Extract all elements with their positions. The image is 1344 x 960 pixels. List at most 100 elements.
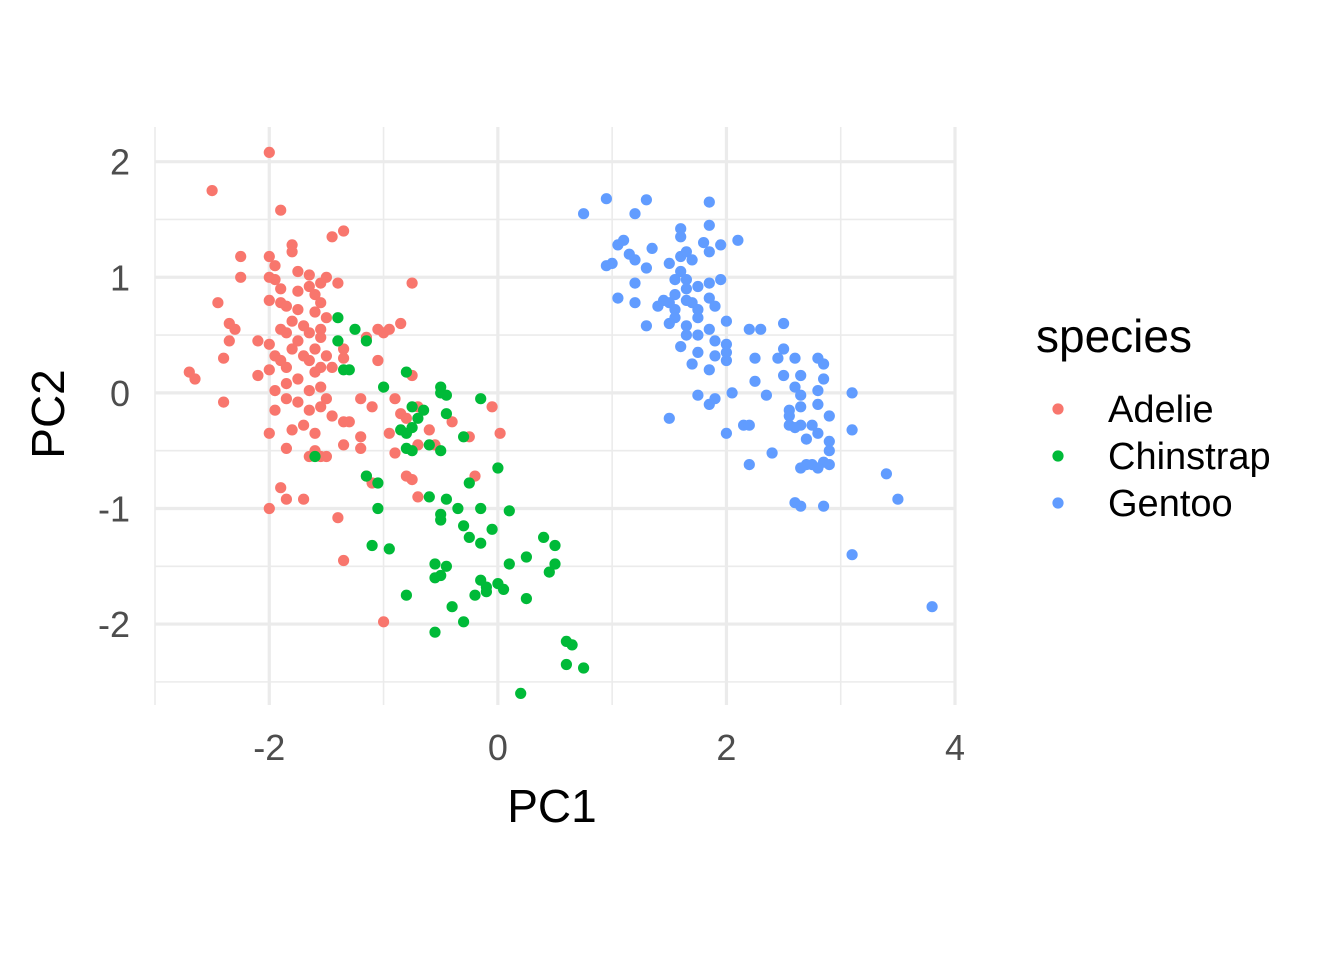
- chinstrap-point: [429, 572, 441, 584]
- gentoo-point: [818, 358, 830, 370]
- gentoo-point: [680, 320, 693, 332]
- adelie-point: [235, 250, 247, 263]
- chinstrap-point: [463, 531, 475, 544]
- gentoo-point: [692, 312, 704, 324]
- gentoo-point: [778, 343, 790, 355]
- adelie-point: [486, 401, 498, 413]
- gentoo-point: [703, 246, 715, 258]
- chinstrap-point: [412, 412, 424, 424]
- chinstrap-point: [383, 543, 395, 555]
- gentoo-point: [749, 375, 761, 387]
- gentoo-point: [640, 320, 653, 332]
- adelie-point: [309, 366, 321, 378]
- adelie-point: [275, 283, 287, 295]
- gentoo-point: [629, 254, 641, 266]
- gentoo-point: [926, 601, 938, 613]
- adelie-point: [494, 427, 506, 439]
- gentoo-point: [823, 410, 835, 422]
- gentoo-point: [812, 398, 824, 410]
- gentoo-point: [720, 427, 733, 439]
- adelie-point: [366, 401, 378, 413]
- adelie-point: [383, 427, 395, 439]
- gentoo-point: [709, 350, 721, 362]
- adelie-point: [372, 354, 384, 367]
- adelie-point: [315, 381, 327, 393]
- chinstrap-point: [492, 462, 504, 474]
- gentoo-point: [846, 549, 858, 561]
- chinstrap-point: [475, 502, 487, 515]
- y-tick-label: 1: [110, 257, 130, 298]
- chinstrap-point: [520, 551, 533, 563]
- adelie-point: [286, 246, 298, 258]
- adelie-point: [212, 297, 224, 309]
- adelie-point: [269, 404, 281, 416]
- adelie-point: [389, 393, 401, 405]
- chinstrap-point: [400, 589, 412, 601]
- adelie-point: [303, 269, 315, 281]
- adelie-point: [309, 343, 321, 355]
- adelie-point: [292, 285, 304, 297]
- gentoo-point: [680, 246, 693, 258]
- adelie-point: [298, 493, 310, 505]
- gentoo-point: [663, 412, 675, 424]
- adelie-point: [383, 323, 395, 335]
- adelie-point: [315, 323, 327, 335]
- gentoo-point: [818, 500, 830, 512]
- adelie-point: [263, 250, 275, 263]
- adelie-point: [338, 225, 350, 237]
- adelie-point: [338, 352, 350, 364]
- adelie-point: [332, 277, 344, 289]
- x-tick-label: -2: [253, 727, 285, 768]
- adelie-point: [338, 439, 350, 451]
- gentoo-point: [789, 381, 801, 393]
- chinstrap-point: [520, 593, 533, 605]
- chinstrap-point: [360, 335, 372, 347]
- gentoo-point: [675, 223, 687, 235]
- adelie-point: [269, 385, 281, 397]
- adelie-point: [263, 338, 275, 350]
- gentoo-point: [629, 297, 641, 309]
- adelie-point: [355, 431, 367, 443]
- chinstrap-point: [458, 520, 470, 532]
- gentoo-point: [663, 257, 675, 269]
- x-tick-label: 2: [716, 727, 736, 768]
- y-tick-label: 0: [110, 373, 130, 414]
- gentoo-point: [640, 262, 653, 274]
- adelie-point: [252, 335, 264, 347]
- gentoo-point: [709, 335, 721, 347]
- adelie-point: [263, 427, 275, 439]
- gentoo-point: [675, 341, 687, 353]
- chinstrap-point: [503, 505, 515, 517]
- adelie-point: [223, 335, 235, 347]
- chinstrap-point: [549, 558, 561, 570]
- adelie-point: [320, 312, 332, 324]
- adelie-point: [338, 554, 350, 567]
- adelie-point: [315, 277, 327, 289]
- adelie-point: [355, 442, 367, 454]
- adelie-point: [326, 231, 338, 243]
- adelie-point: [412, 491, 424, 503]
- chinstrap-point: [469, 589, 481, 601]
- adelie-point: [206, 185, 218, 197]
- adelie-point: [332, 512, 344, 524]
- chinstrap-point: [503, 558, 515, 570]
- chinstrap-point: [400, 366, 412, 378]
- adelie-point: [280, 493, 292, 505]
- chinstrap-point: [372, 477, 384, 489]
- gentoo-point: [812, 385, 824, 397]
- gentoo-point: [698, 237, 710, 249]
- adelie-point: [406, 474, 418, 486]
- gentoo-point: [812, 427, 824, 439]
- gentoo-point: [692, 346, 704, 358]
- chinstrap-point: [452, 502, 464, 515]
- chinstrap-point: [400, 427, 412, 439]
- adelie-point: [263, 146, 275, 158]
- minor-gridlines: [154, 127, 955, 705]
- gentoo-point: [703, 292, 715, 304]
- gentoo-point: [800, 433, 813, 445]
- adelie-point: [189, 373, 201, 385]
- adelie-point: [292, 265, 304, 278]
- chinstrap-point: [475, 537, 487, 549]
- gentoo-point: [778, 369, 790, 382]
- gentoo-point: [749, 352, 761, 364]
